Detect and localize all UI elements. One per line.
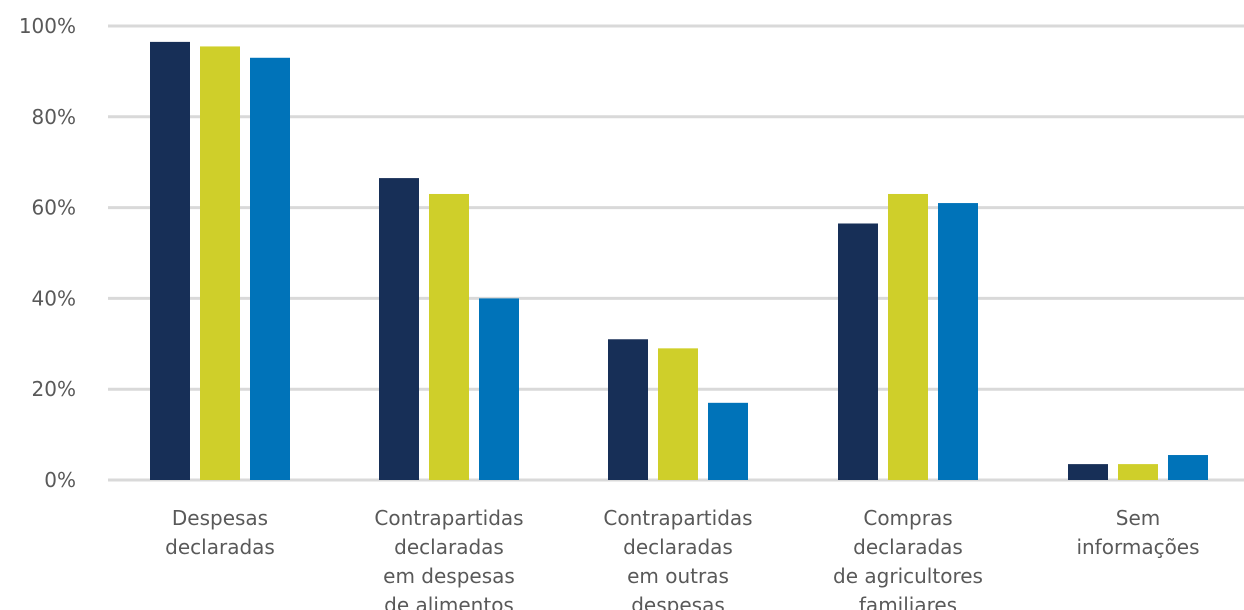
x-category-label: Sem informações — [1076, 506, 1199, 559]
x-category-label-line: despesas — [631, 593, 725, 610]
x-category-label: Contrapartidas declaradas em despesas de al… — [374, 506, 523, 610]
bar — [838, 223, 878, 481]
bar — [608, 339, 648, 480]
bar — [658, 348, 698, 480]
x-category-label-line: declaradas — [853, 535, 963, 559]
x-category-label-line: em outras — [627, 564, 729, 588]
x-category-label-line: declaradas — [394, 535, 504, 559]
bar — [938, 203, 978, 480]
bar — [379, 178, 419, 480]
x-category-label-line: familiares — [859, 593, 957, 610]
x-axis-category-labels: Despesas declaradas Contrapartidas declarad… — [165, 506, 1199, 610]
x-category-label-line: Sem — [1116, 506, 1160, 530]
x-category-label-line: Despesas — [172, 506, 268, 530]
bar — [479, 298, 519, 480]
bar — [200, 46, 240, 481]
x-category-label: Compras declaradas de agricultores familiar… — [833, 506, 983, 610]
y-tick-label: 80% — [32, 105, 76, 129]
x-category-label-line: declaradas — [623, 535, 733, 559]
x-category-label-line: Compras — [863, 506, 952, 530]
y-tick-label: 40% — [32, 286, 76, 310]
bar — [250, 57, 290, 480]
x-category-label-line: em despesas — [383, 564, 515, 588]
bar — [150, 41, 190, 480]
y-axis-tick-labels: 0% 20% 40% 60% 80% 100% — [19, 14, 76, 492]
bars — [150, 41, 1208, 481]
bar — [1168, 455, 1208, 480]
x-category-label-line: Contrapartidas — [603, 506, 752, 530]
bar — [888, 193, 928, 481]
y-tick-label: 100% — [19, 14, 76, 38]
x-category-label: Contrapartidas declaradas em outras despesa… — [603, 506, 752, 610]
x-category-label-line: declaradas — [165, 535, 275, 559]
gridlines — [108, 24, 1244, 482]
x-category-label: Despesas declaradas — [165, 506, 275, 559]
x-category-label-line: informações — [1076, 535, 1199, 559]
bar — [1068, 464, 1108, 480]
bar — [708, 402, 748, 480]
y-tick-label: 60% — [32, 196, 76, 220]
x-category-label-line: Contrapartidas — [374, 506, 523, 530]
x-category-label-line: de alimentos — [384, 593, 514, 610]
y-tick-label: 0% — [44, 468, 76, 492]
bar — [1118, 464, 1158, 480]
bar — [429, 193, 469, 481]
x-category-label-line: de agricultores — [833, 564, 983, 588]
y-tick-label: 20% — [32, 377, 76, 401]
